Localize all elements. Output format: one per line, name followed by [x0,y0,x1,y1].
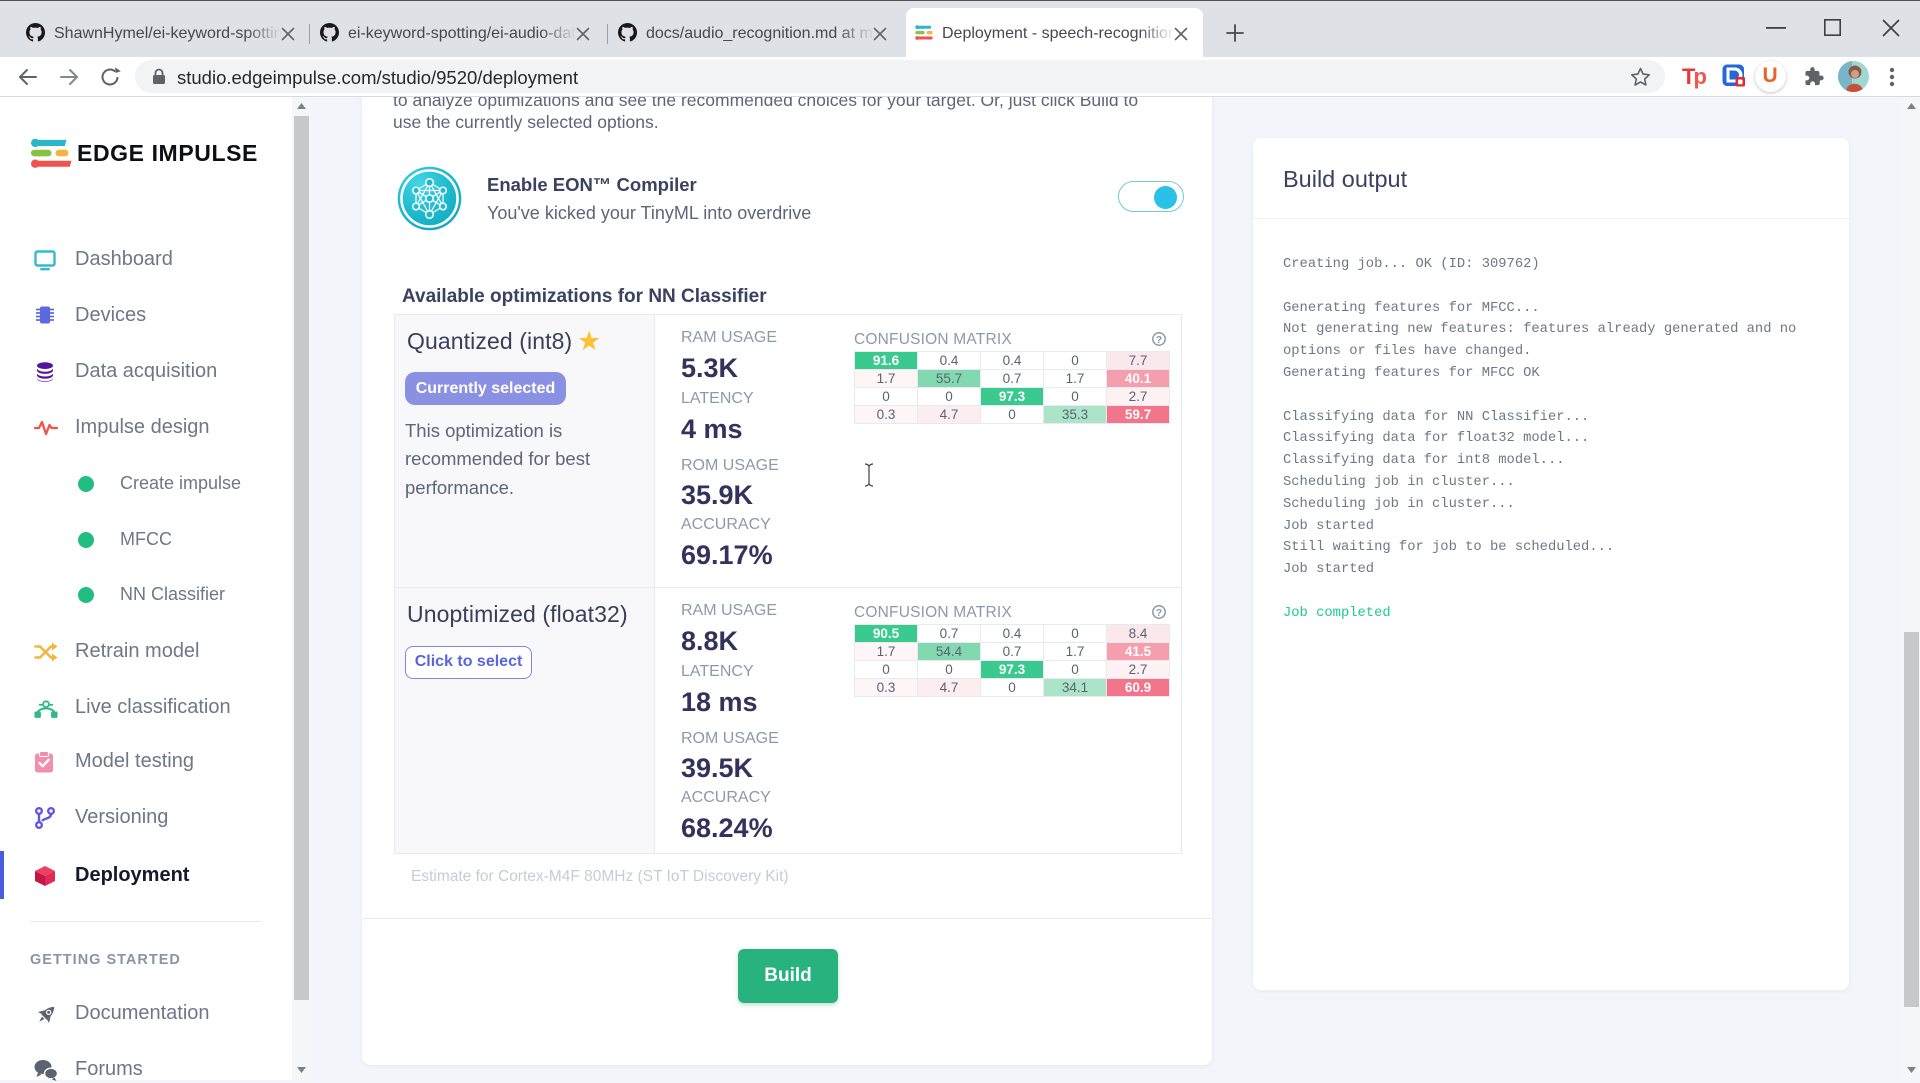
svg-text:?: ? [1156,607,1162,619]
svg-text:?: ? [1156,334,1162,346]
